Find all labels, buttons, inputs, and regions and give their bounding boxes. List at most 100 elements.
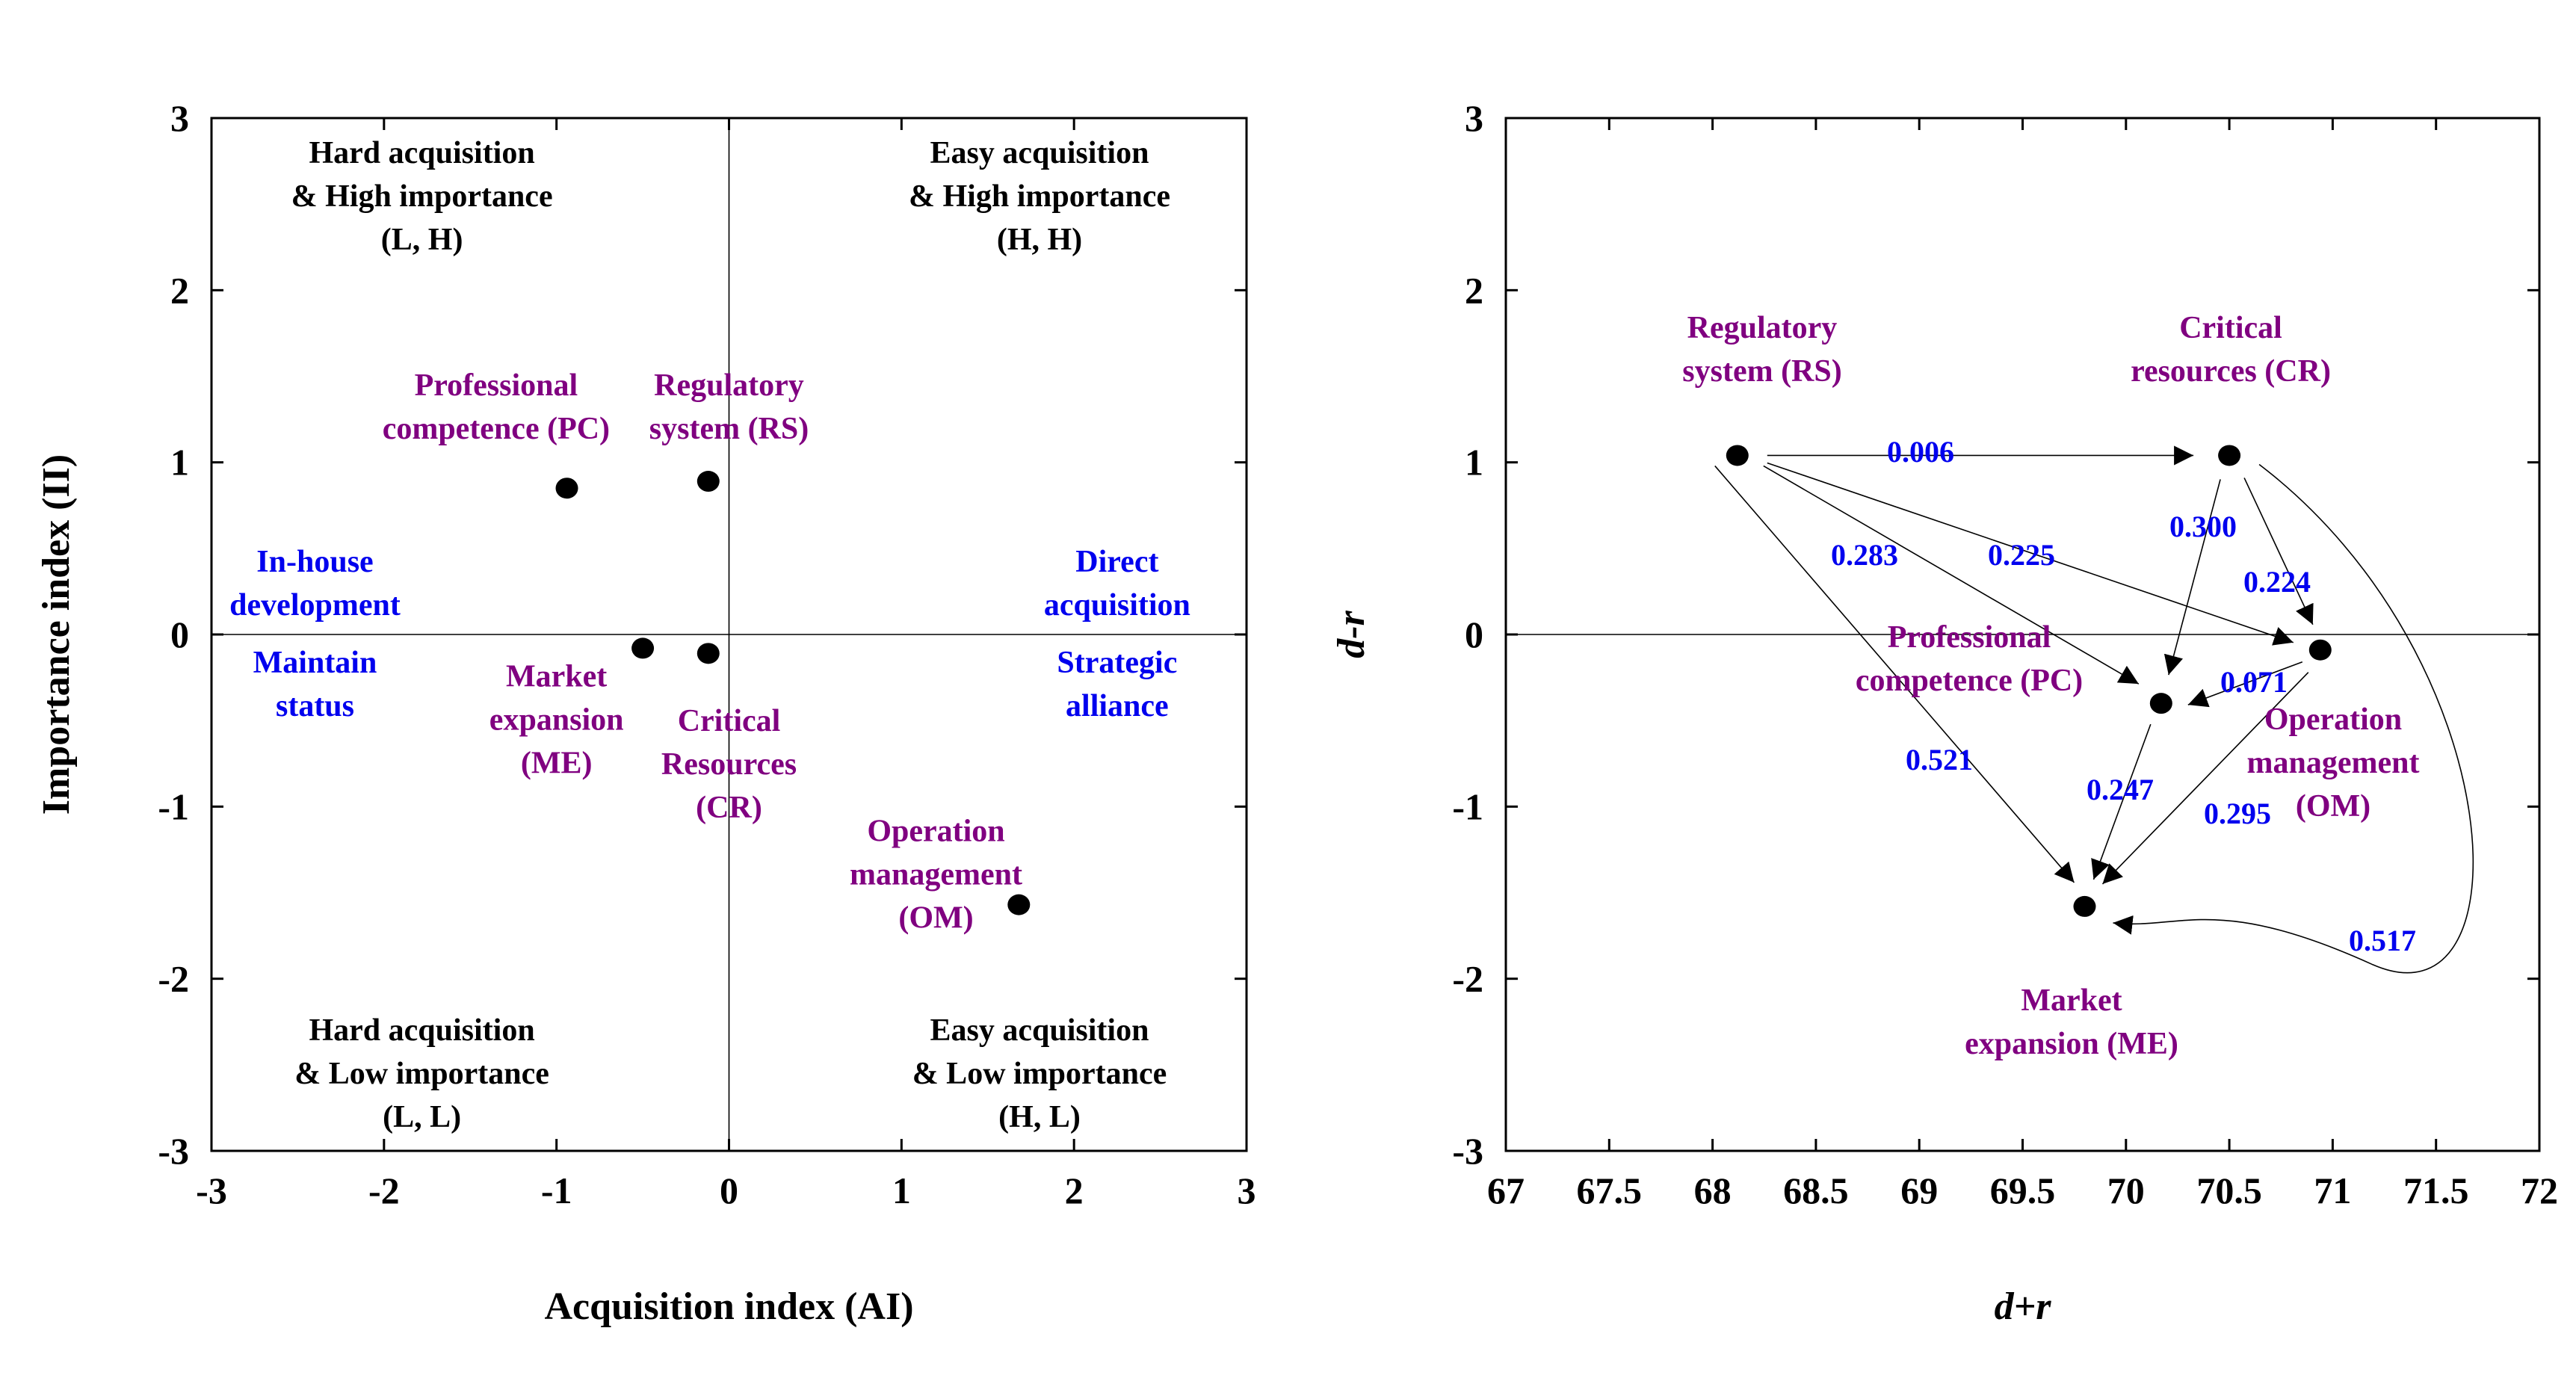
data-point-rs [696,471,720,492]
y-tick-label: 3 [170,97,189,139]
edge-rs-om-weight: 0.225 [1988,538,2055,572]
y-tick-label: -2 [158,958,189,1000]
edge-rs-me-arrow [1714,465,2075,883]
x-tick-label: -2 [368,1170,400,1211]
strategy-label-direct-line: Direct [1075,545,1158,579]
y-tick-label: 0 [170,614,189,655]
y-tick-label: 0 [1465,614,1483,655]
x-tick-label: -1 [541,1170,572,1211]
node-label-om-line: management [2247,746,2420,780]
node-label-om-line: Operation [2264,702,2402,737]
data-point-pc [555,478,578,499]
quadrant-label-bottom-left-line: Hard acquisition [309,1013,534,1048]
edge-cr-pc-arrow [2163,479,2221,676]
node-label-me-line: Market [2021,983,2122,1018]
node-rs [1726,445,1749,466]
node-label-pc-line: competence (PC) [1856,664,2083,698]
node-label-rs: Regulatory system (RS) [1682,311,1841,389]
node-label-cr-line: Critical [2179,311,2282,345]
quadrant-label-top-left-line: (L, H) [381,223,463,257]
edge-pc-me-weight: 0.247 [2087,773,2154,806]
node-cr [2218,445,2241,466]
quadrant-label-bottom-left-line: & Low importance [294,1057,549,1091]
x-axis-title: Acquisition index (AI) [544,1285,913,1328]
edge-pc-me-arrow [2091,723,2152,880]
node-label-rs-line: Regulatory [1687,311,1838,345]
y-tick-label: 2 [170,269,189,311]
influence-relation-map: 67 67.5 68 68.5 69 69.5 70 70.5 71 71.5 72 -3 -2 -1 0 1… [1330,97,2558,1328]
strategy-label-alliance: Strategic alliance [1057,646,1177,723]
point-label-om-line: management [850,858,1022,892]
edge-cr-om-arrow [2243,478,2314,626]
y-tick-label: -3 [1452,1130,1483,1172]
edge-cr-pc-weight: 0.300 [2169,510,2237,543]
point-label-pc: Professional competence (PC) [383,368,610,446]
point-label-cr-line: (CR) [696,791,762,825]
point-label-me-line: expansion [489,702,624,737]
strategy-label-in-house-line: development [229,588,401,623]
edge-cr-om-weight: 0.224 [2243,565,2311,599]
node-pc [2149,693,2172,714]
point-label-om-line: Operation [867,815,1004,849]
y-tick-label: 3 [1465,97,1483,139]
x-tick-label: 67.5 [1577,1170,1643,1211]
quadrant-label-bottom-left: Hard acquisition & Low importance (L, L) [294,1013,549,1134]
point-label-pc-line: competence (PC) [383,412,610,446]
y-tick-label: -1 [158,785,189,827]
quadrant-label-bottom-right-line: Easy acquisition [930,1013,1149,1048]
point-label-cr: Critical Resources (CR) [661,704,797,825]
strategy-label-in-house-line: In-house [256,545,373,579]
point-label-me: Market expansion (ME) [489,659,624,780]
y-tick-label: -3 [158,1130,189,1172]
y-tick-label: 1 [1465,442,1483,484]
quadrant-label-top-right-line: Easy acquisition [930,136,1149,170]
x-tick-label: 71 [2314,1170,2351,1211]
point-label-cr-line: Critical [678,704,781,738]
edge-rs-pc-weight: 0.283 [1831,538,1898,572]
y-axis-title: d-r [1330,610,1373,658]
edge-cr-me-arrow [2113,463,2474,974]
edge-om-me-arrow [2101,672,2309,885]
quadrant-label-bottom-right-line: & Low importance [912,1057,1167,1091]
strategy-label-alliance-line: alliance [1066,689,1169,723]
importance-acquisition-chart: -3 -2 -1 0 1 2 3 -3 -2 -1 0 1 2 3 Acquisition index (A… [35,97,1256,1328]
quadrant-label-top-left-line: & High importance [291,179,553,214]
x-tick-label: 0 [720,1170,738,1211]
edge-rs-me-weight: 0.521 [1906,743,1973,776]
quadrant-label-top-left-line: Hard acquisition [309,136,534,170]
node-om [2308,639,2332,661]
strategy-label-maintain-line: status [276,689,354,723]
x-tick-label: 68 [1694,1170,1732,1211]
quadrant-label-top-right-line: (H, H) [997,223,1082,257]
node-label-pc: Professional competence (PC) [1856,620,2083,698]
quadrant-label-top-left: Hard acquisition & High importance (L, H) [291,136,553,257]
edge-cr-me-weight: 0.517 [2349,924,2416,957]
x-tick-label: 2 [1065,1170,1084,1211]
node-label-me: Market expansion (ME) [1965,983,2178,1061]
y-tick-label: -1 [1452,785,1483,827]
y-tick-label: 1 [170,442,189,484]
point-label-rs-line: system (RS) [649,412,809,446]
data-point-om [1007,894,1031,915]
x-tick-label: 1 [892,1170,911,1211]
edge-rs-cr-weight: 0.006 [1887,435,1954,469]
data-point-cr [696,643,720,664]
strategy-label-maintain-line: Maintain [253,646,377,680]
x-tick-label: 72 [2521,1170,2558,1211]
x-tick-label: 68.5 [1783,1170,1849,1211]
x-tick-label: -3 [196,1170,227,1211]
x-tick-label: 69.5 [1990,1170,2056,1211]
x-axis-title: d+r [1995,1285,2052,1328]
edge-om-pc-arrow [2187,661,2303,708]
x-tick-label: 3 [1238,1170,1256,1211]
x-tick-label: 71.5 [2403,1170,2469,1211]
node-label-cr: Critical resources (CR) [2131,311,2331,389]
y-tick-label: -2 [1452,958,1483,1000]
node-label-pc-line: Professional [1888,620,2051,655]
node-label-om: Operation management (OM) [2247,702,2420,824]
point-label-rs-line: Regulatory [654,368,804,403]
x-tick-label: 70.5 [2196,1170,2262,1211]
point-label-me-line: (ME) [521,746,593,780]
point-label-om: Operation management (OM) [850,815,1022,936]
